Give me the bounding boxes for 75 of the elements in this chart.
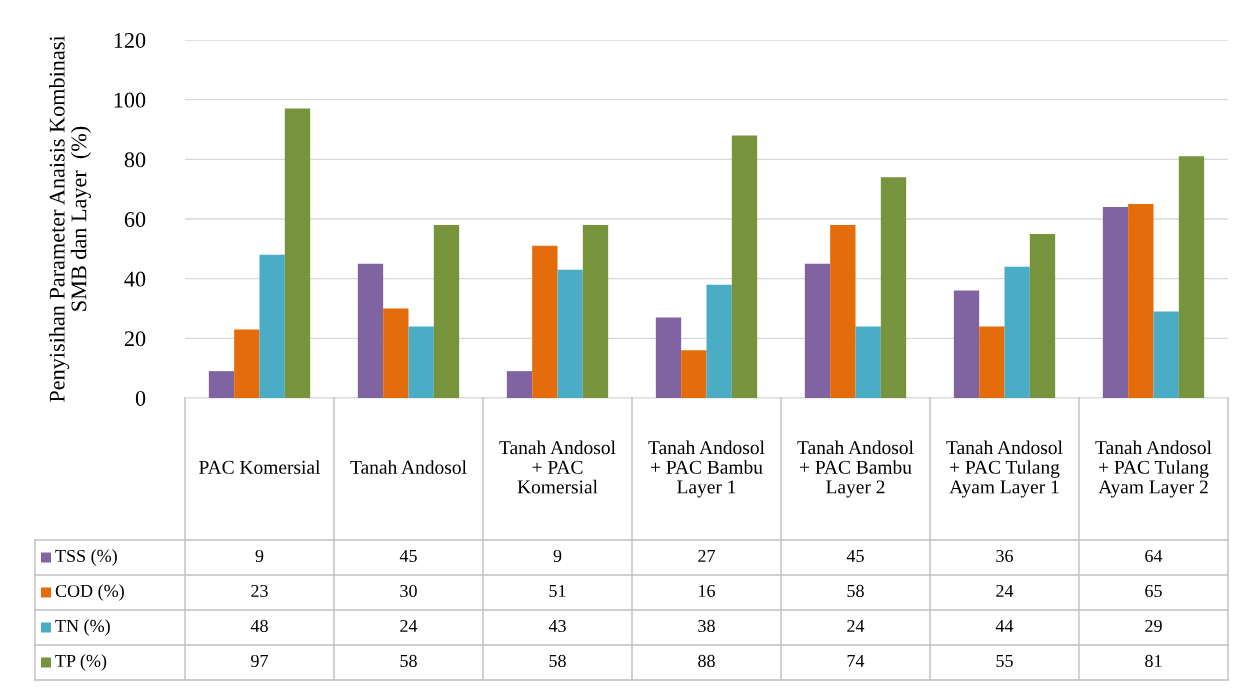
y-tick-label: 60 bbox=[124, 211, 146, 227]
data-label: 24 bbox=[847, 619, 865, 632]
bar bbox=[1128, 204, 1154, 398]
data-label: 9 bbox=[553, 549, 562, 563]
data-label: 58 bbox=[400, 654, 417, 668]
data-label: 48 bbox=[250, 619, 268, 633]
bar bbox=[408, 326, 434, 398]
data-label: 38 bbox=[698, 619, 715, 633]
x-tick-label: Tanah Andosol bbox=[350, 460, 467, 474]
bar bbox=[855, 326, 881, 398]
bar bbox=[234, 329, 260, 398]
bar bbox=[1178, 156, 1205, 398]
data-label: 23 bbox=[251, 584, 268, 598]
data-label: 97 bbox=[251, 654, 269, 668]
data-label: 24 bbox=[996, 584, 1014, 597]
data-label: 30 bbox=[400, 584, 417, 598]
bar bbox=[1153, 311, 1179, 398]
y-tick-label: 80 bbox=[124, 152, 146, 168]
legend-label: COD (%) bbox=[55, 584, 124, 601]
bar bbox=[433, 224, 460, 398]
legend-label: TP (%) bbox=[55, 654, 107, 671]
data-label: 51 bbox=[549, 584, 566, 598]
x-tick-label: Tanah Andosol + PAC Bambu Layer 1 bbox=[648, 440, 765, 498]
data-label: 36 bbox=[996, 549, 1013, 563]
data-label: 43 bbox=[548, 619, 566, 633]
data-label: 9 bbox=[255, 549, 264, 563]
data-label: 29 bbox=[1145, 619, 1162, 633]
data-label: 81 bbox=[1145, 654, 1162, 668]
bar bbox=[804, 263, 831, 398]
bar bbox=[582, 224, 609, 398]
data-label: 16 bbox=[699, 584, 715, 598]
y-tick-label: 120 bbox=[114, 32, 146, 48]
bar bbox=[830, 224, 856, 398]
bar bbox=[1029, 233, 1056, 398]
x-tick-label: Tanah Andosol + PAC Tulang Ayam Layer 1 bbox=[946, 440, 1063, 498]
y-tick-label: 0 bbox=[135, 390, 146, 406]
data-label: 65 bbox=[1145, 584, 1162, 598]
legend-label: TN (%) bbox=[55, 619, 110, 636]
bar bbox=[1004, 266, 1030, 398]
x-tick-label: PAC Komersial bbox=[199, 460, 321, 474]
bar bbox=[259, 254, 285, 398]
bar bbox=[731, 135, 758, 398]
bar bbox=[357, 263, 384, 398]
data-label: 45 bbox=[846, 549, 864, 563]
bar bbox=[880, 177, 907, 398]
bar bbox=[655, 317, 682, 398]
y-tick-label: 40 bbox=[124, 271, 146, 287]
data-label: 44 bbox=[995, 619, 1014, 632]
data-label: 45 bbox=[399, 549, 417, 563]
x-tick-label: Tanah Andosol + PAC Bambu Layer 2 bbox=[797, 440, 914, 498]
data-label: 74 bbox=[847, 654, 865, 667]
bar bbox=[284, 108, 311, 398]
x-tick-label: Tanah Andosol + PAC Komersial bbox=[499, 440, 616, 494]
y-tick-label: 20 bbox=[124, 331, 146, 347]
data-label: 58 bbox=[549, 654, 566, 668]
bar bbox=[979, 326, 1005, 398]
y-axis-title: Penyisihan Parameter Anaisis Kombinasi SMB dan Layer (%) bbox=[49, 35, 91, 402]
data-label: 88 bbox=[698, 654, 715, 668]
bar bbox=[532, 245, 558, 398]
bar bbox=[953, 290, 980, 398]
data-label: 24 bbox=[400, 619, 418, 632]
bar bbox=[383, 308, 409, 398]
bar bbox=[506, 371, 533, 398]
bar bbox=[208, 371, 235, 398]
bar bbox=[681, 350, 707, 398]
x-tick-label: Tanah Andosol + PAC Tulang Ayam Layer 2 bbox=[1095, 440, 1212, 498]
data-label: 27 bbox=[698, 549, 716, 562]
legend-label: TSS (%) bbox=[55, 549, 117, 566]
data-label: 58 bbox=[847, 584, 864, 598]
bar bbox=[557, 269, 583, 398]
data-label: 64 bbox=[1145, 549, 1163, 563]
bar bbox=[1102, 207, 1129, 398]
data-label: 55 bbox=[996, 655, 1013, 668]
bar bbox=[706, 284, 732, 398]
y-tick-label: 100 bbox=[114, 92, 146, 108]
